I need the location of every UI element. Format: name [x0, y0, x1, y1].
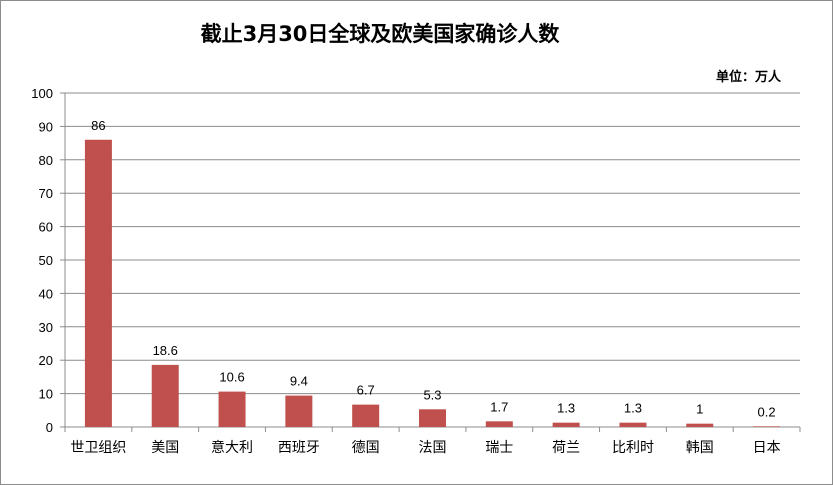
y-tick-label: 30 [39, 320, 53, 335]
data-label: 1.3 [557, 401, 575, 416]
y-tick-label: 0 [46, 420, 53, 435]
bar [84, 139, 112, 427]
bar [419, 409, 446, 427]
x-tick-label: 意大利 [211, 439, 253, 456]
data-label: 6.7 [357, 383, 375, 398]
x-tick-label: 德国 [352, 440, 380, 456]
data-label: 1.3 [624, 401, 642, 416]
x-tick-label: 美国 [151, 440, 179, 456]
bar [151, 364, 179, 427]
x-tick-label: 日本 [753, 440, 781, 456]
y-tick-label: 10 [39, 387, 53, 402]
data-label: 18.6 [153, 343, 178, 358]
y-tick-label: 100 [31, 86, 53, 101]
y-tick-label: 70 [39, 186, 53, 201]
bar [753, 426, 781, 427]
y-tick-label: 60 [39, 220, 53, 235]
bar [485, 421, 513, 427]
data-label: 1 [696, 402, 703, 417]
unit-label: 单位：万人 [715, 70, 781, 85]
bar [285, 395, 313, 427]
y-tick-label: 40 [39, 286, 53, 301]
x-tick-label: 韩国 [686, 440, 714, 456]
data-label: 10.6 [219, 370, 244, 385]
y-tick-label: 50 [39, 253, 53, 268]
bar [552, 422, 580, 427]
chart-title: 截止3月30日全球及欧美国家确诊人数 [200, 22, 560, 46]
x-tick-label: 西班牙 [278, 440, 320, 456]
x-tick-label: 瑞士 [485, 440, 513, 456]
x-tick-label: 比利时 [612, 440, 654, 456]
data-label: 9.4 [290, 374, 308, 389]
data-label: 86 [91, 118, 105, 133]
data-label: 5.3 [423, 387, 441, 402]
y-tick-label: 20 [39, 353, 53, 368]
y-tick-label: 80 [39, 153, 53, 168]
bar [218, 391, 246, 427]
x-tick-label: 法国 [419, 440, 447, 456]
x-tick-label: 世卫组织 [70, 440, 126, 456]
data-label: 0.2 [758, 404, 776, 419]
bar [352, 404, 380, 427]
data-label: 1.7 [490, 399, 508, 414]
bar [686, 423, 714, 427]
x-tick-label: 荷兰 [552, 440, 580, 456]
y-tick-label: 90 [39, 119, 53, 134]
bar [619, 422, 647, 427]
